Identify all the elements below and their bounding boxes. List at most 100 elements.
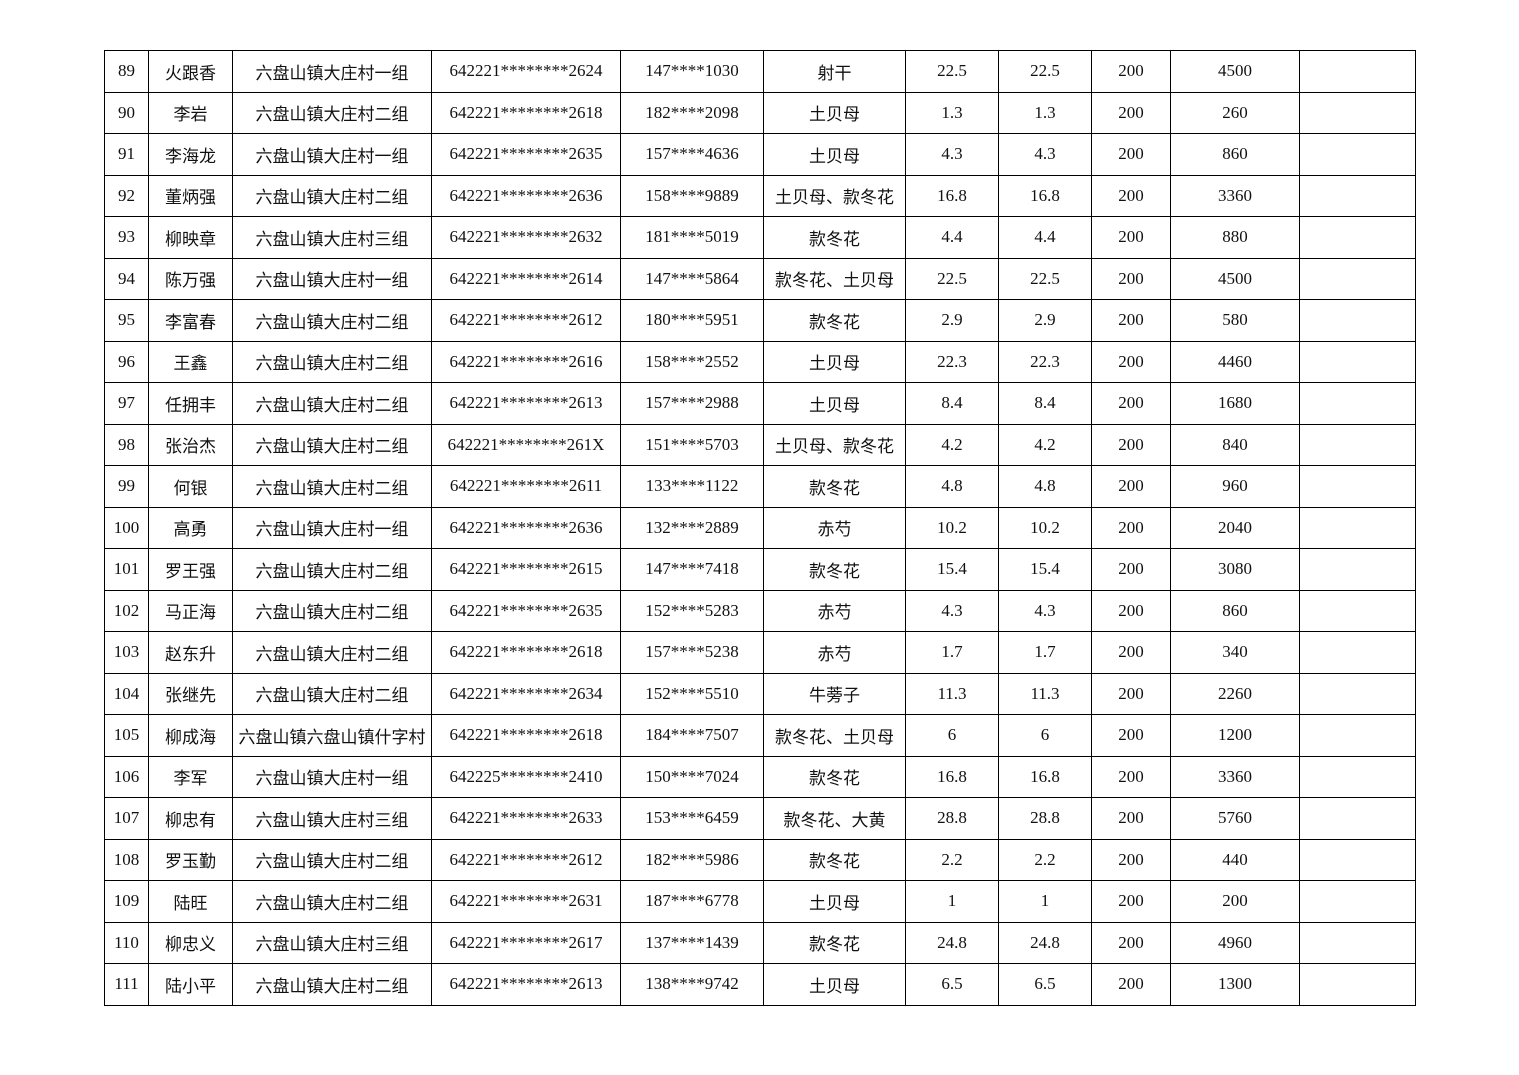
rate-cell: 200 [1091,257,1171,300]
id-number-cell: 642221********2633 [431,797,621,840]
area-a-cell: 24.8 [905,921,999,964]
area-a-cell: 4.4 [905,216,999,259]
name-cell: 柳忠有 [148,797,233,840]
amount-cell: 4460 [1170,340,1300,383]
area-a-cell: 6.5 [905,963,999,1006]
address-cell: 六盘山镇大庄村三组 [232,921,432,964]
row-number-cell: 104 [104,672,149,715]
id-number-cell: 642221********261X [431,423,621,466]
crop-cell: 款冬花 [763,465,906,508]
name-cell: 张治杰 [148,423,233,466]
row-number-cell: 111 [104,963,149,1006]
area-a-cell: 1 [905,880,999,923]
area-b-cell: 8.4 [998,382,1092,425]
row-number-cell: 94 [104,257,149,300]
remark-cell [1299,299,1416,342]
rate-cell: 200 [1091,50,1171,93]
id-number-cell: 642221********2616 [431,340,621,383]
amount-cell: 4960 [1170,921,1300,964]
row-number-cell: 100 [104,506,149,549]
remark-cell [1299,921,1416,964]
address-cell: 六盘山镇大庄村三组 [232,216,432,259]
phone-cell: 152****5283 [620,589,764,632]
amount-cell: 860 [1170,589,1300,632]
crop-cell: 款冬花、土贝母 [763,257,906,300]
phone-cell: 187****6778 [620,880,764,923]
crop-cell: 赤芍 [763,631,906,674]
address-cell: 六盘山镇大庄村二组 [232,91,432,134]
amount-cell: 5760 [1170,797,1300,840]
rate-cell: 200 [1091,133,1171,176]
area-a-cell: 8.4 [905,382,999,425]
area-b-cell: 6 [998,714,1092,757]
area-a-cell: 10.2 [905,506,999,549]
name-cell: 何银 [148,465,233,508]
row-number-cell: 101 [104,548,149,591]
crop-cell: 款冬花 [763,838,906,881]
area-b-cell: 16.8 [998,755,1092,798]
phone-cell: 147****5864 [620,257,764,300]
name-cell: 高勇 [148,506,233,549]
remark-cell [1299,174,1416,217]
address-cell: 六盘山镇大庄村二组 [232,423,432,466]
id-number-cell: 642221********2636 [431,174,621,217]
id-number-cell: 642225********2410 [431,755,621,798]
rate-cell: 200 [1091,755,1171,798]
phone-cell: 147****7418 [620,548,764,591]
row-number-cell: 106 [104,755,149,798]
area-b-cell: 22.3 [998,340,1092,383]
area-a-cell: 16.8 [905,174,999,217]
phone-cell: 147****1030 [620,50,764,93]
remark-cell [1299,880,1416,923]
area-a-cell: 2.9 [905,299,999,342]
amount-cell: 4500 [1170,257,1300,300]
remark-cell [1299,714,1416,757]
address-cell: 六盘山镇大庄村二组 [232,963,432,1006]
id-number-cell: 642221********2615 [431,548,621,591]
area-b-cell: 4.2 [998,423,1092,466]
name-cell: 柳忠义 [148,921,233,964]
crop-cell: 土贝母 [763,880,906,923]
row-number-cell: 96 [104,340,149,383]
area-a-cell: 22.5 [905,50,999,93]
crop-cell: 土贝母 [763,963,906,1006]
area-b-cell: 22.5 [998,50,1092,93]
row-number-cell: 97 [104,382,149,425]
table-row: 108 罗玉勤 六盘山镇大庄村二组 642221********2612 182****… [104,838,1416,881]
name-cell: 罗王强 [148,548,233,591]
amount-cell: 860 [1170,133,1300,176]
address-cell: 六盘山镇大庄村一组 [232,133,432,176]
row-number-cell: 103 [104,631,149,674]
id-number-cell: 642221********2635 [431,133,621,176]
row-number-cell: 105 [104,714,149,757]
remark-cell [1299,50,1416,93]
table-row: 111 陆小平 六盘山镇大庄村二组 642221********2613 138****… [104,963,1416,1006]
rate-cell: 200 [1091,382,1171,425]
crop-cell: 款冬花 [763,299,906,342]
address-cell: 六盘山镇大庄村二组 [232,174,432,217]
amount-cell: 1300 [1170,963,1300,1006]
crop-cell: 土贝母 [763,133,906,176]
amount-cell: 260 [1170,91,1300,134]
crop-cell: 牛蒡子 [763,672,906,715]
table-row: 104 张继先 六盘山镇大庄村二组 642221********2634 152****… [104,672,1416,715]
table-row: 94 陈万强 六盘山镇大庄村一组 642221********2614 147****5… [104,257,1416,300]
area-b-cell: 2.9 [998,299,1092,342]
table-row: 100 高勇 六盘山镇大庄村一组 642221********2636 132****2… [104,506,1416,549]
address-cell: 六盘山镇大庄村二组 [232,382,432,425]
crop-cell: 款冬花、大黄 [763,797,906,840]
address-cell: 六盘山镇大庄村二组 [232,589,432,632]
amount-cell: 200 [1170,880,1300,923]
row-number-cell: 90 [104,91,149,134]
rate-cell: 200 [1091,174,1171,217]
rate-cell: 200 [1091,797,1171,840]
row-number-cell: 98 [104,423,149,466]
phone-cell: 152****5510 [620,672,764,715]
address-cell: 六盘山镇大庄村二组 [232,548,432,591]
address-cell: 六盘山镇大庄村二组 [232,465,432,508]
table-row: 105 柳成海 六盘山镇六盘山镇什字村 642221********2618 184**… [104,714,1416,757]
area-b-cell: 1 [998,880,1092,923]
remark-cell [1299,963,1416,1006]
area-b-cell: 28.8 [998,797,1092,840]
id-number-cell: 642221********2614 [431,257,621,300]
